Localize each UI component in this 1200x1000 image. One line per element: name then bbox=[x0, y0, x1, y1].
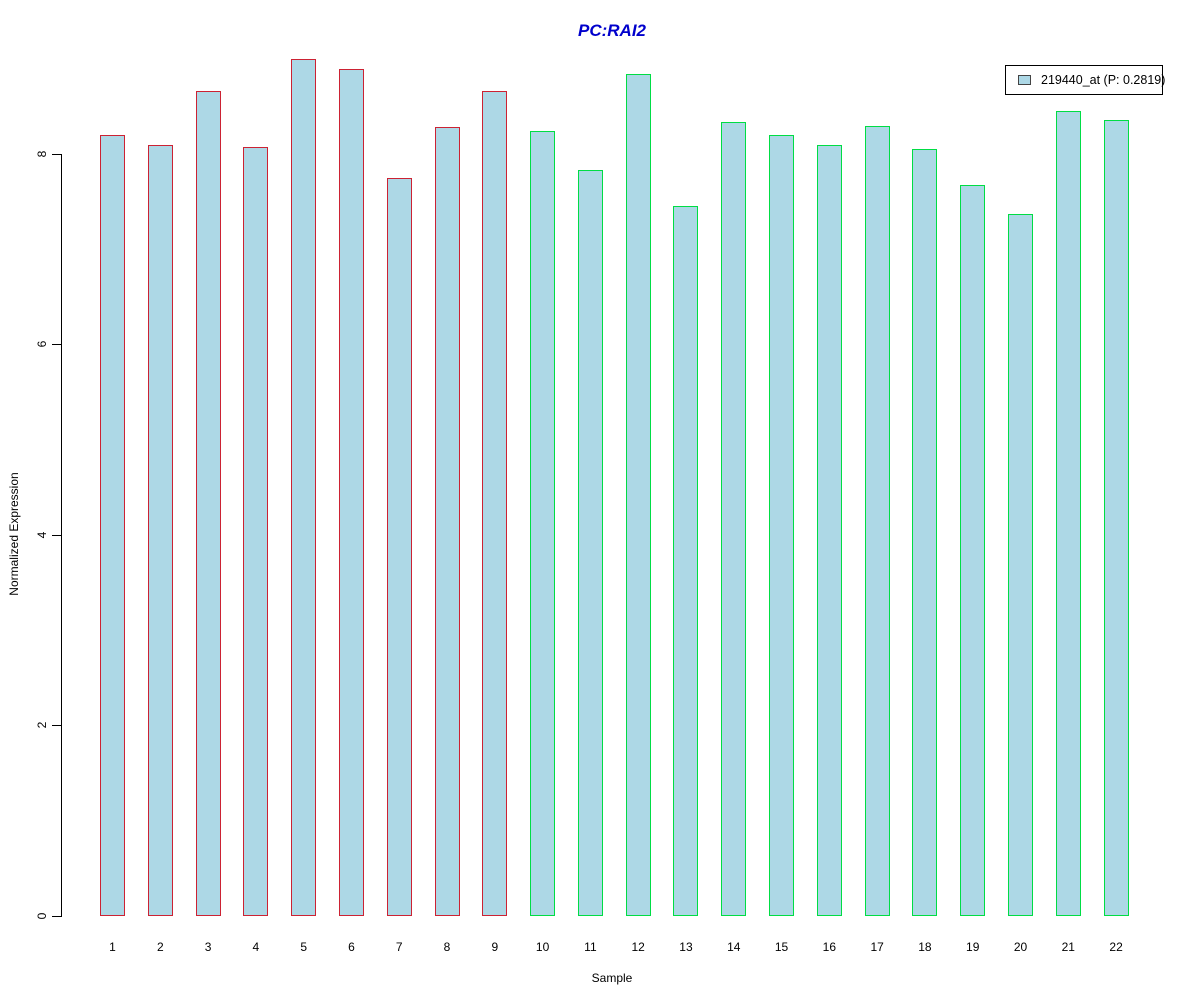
bar bbox=[195, 90, 221, 916]
x-category-label: 3 bbox=[204, 940, 212, 954]
chart-title: PC:RAI2 bbox=[577, 21, 647, 40]
bar bbox=[530, 130, 556, 916]
y-tick-mark bbox=[52, 534, 61, 536]
y-tick-label: 0 bbox=[35, 912, 49, 920]
x-category-label: 10 bbox=[535, 940, 550, 954]
x-category-label: 8 bbox=[443, 940, 451, 954]
bar bbox=[912, 148, 938, 916]
x-category-label: 1 bbox=[109, 940, 116, 954]
x-category-label: 18 bbox=[918, 940, 932, 954]
bar bbox=[386, 178, 412, 916]
x-category-label: 20 bbox=[1013, 940, 1028, 954]
bar bbox=[147, 145, 173, 916]
bar bbox=[434, 126, 460, 916]
y-tick-label: 4 bbox=[35, 531, 49, 539]
x-category-label: 11 bbox=[584, 940, 597, 954]
x-category-label: 22 bbox=[1109, 940, 1123, 954]
bar bbox=[1055, 110, 1081, 916]
bar bbox=[291, 59, 317, 916]
x-category-label: 14 bbox=[727, 940, 741, 954]
bar bbox=[577, 169, 603, 916]
x-category-label: 2 bbox=[156, 940, 164, 954]
x-category-label: 12 bbox=[631, 940, 645, 954]
bar bbox=[960, 185, 986, 916]
y-tick-mark bbox=[52, 916, 61, 917]
x-category-label: 5 bbox=[300, 940, 307, 954]
y-tick-mark bbox=[52, 725, 61, 727]
y-tick-mark bbox=[52, 153, 61, 155]
x-category-label: 16 bbox=[822, 940, 837, 954]
y-tick-label: 8 bbox=[35, 150, 49, 157]
y-axis-title: Normalized Expression bbox=[7, 472, 21, 596]
bar bbox=[673, 206, 699, 916]
bar bbox=[1008, 213, 1033, 916]
bar bbox=[864, 125, 890, 916]
x-category-label: 4 bbox=[252, 940, 260, 954]
x-axis-title: Sample bbox=[591, 971, 633, 985]
legend-label: 219440_at (P: 0.2819) bbox=[1041, 73, 1166, 87]
bar bbox=[482, 90, 508, 916]
y-tick-label: 2 bbox=[35, 722, 49, 729]
bar bbox=[338, 68, 364, 916]
legend-swatch-icon bbox=[1018, 75, 1031, 85]
bar bbox=[100, 134, 125, 916]
x-category-label: 6 bbox=[348, 940, 355, 954]
bar bbox=[243, 146, 269, 916]
bar bbox=[769, 134, 795, 916]
y-tick-mark bbox=[52, 344, 61, 346]
x-category-label: 15 bbox=[774, 940, 789, 954]
y-axis-line bbox=[61, 153, 62, 917]
x-category-label: 19 bbox=[966, 940, 980, 954]
x-category-label: 7 bbox=[395, 940, 403, 954]
x-category-label: 13 bbox=[679, 940, 693, 954]
x-category-label: 17 bbox=[870, 940, 884, 954]
x-category-label: 9 bbox=[491, 940, 499, 954]
legend: 219440_at (P: 0.2819) bbox=[1005, 65, 1166, 95]
bar bbox=[721, 122, 747, 916]
bar bbox=[625, 73, 651, 916]
bar bbox=[1103, 120, 1129, 916]
x-category-label: 21 bbox=[1061, 940, 1075, 954]
bar bbox=[816, 145, 842, 916]
y-tick-label: 6 bbox=[35, 340, 49, 348]
